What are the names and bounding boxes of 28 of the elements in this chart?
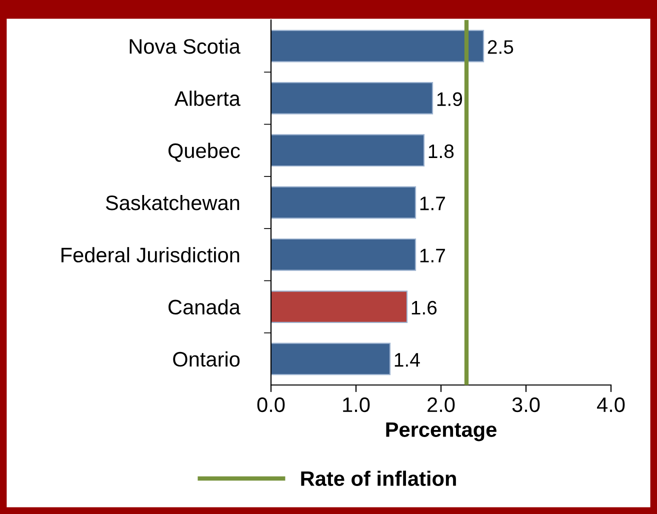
- y-tick-label: Saskatchewan: [106, 194, 240, 210]
- x-tick-label: 4.0: [597, 397, 625, 412]
- data-label: 1.4: [394, 353, 420, 367]
- legend-label: Rate of inflation: [301, 470, 456, 486]
- y-tick-label: Nova Scotia: [130, 38, 240, 54]
- y-tick-label: Quebec: [168, 142, 240, 162]
- y-tick-label: Ontario: [173, 351, 240, 367]
- x-tick-label: 0.0: [257, 397, 285, 412]
- x-tick-label: 2.0: [428, 397, 455, 412]
- data-label: 1.7: [420, 196, 445, 210]
- y-tick-label: Federal Jurisdiction: [62, 247, 240, 262]
- data-label: 1.6: [412, 300, 437, 315]
- bar: [271, 30, 484, 62]
- data-label: 1.8: [428, 144, 454, 158]
- data-label: 2.5: [488, 40, 514, 54]
- bar: [271, 186, 416, 219]
- y-tick-label: Canada: [168, 299, 240, 315]
- x-tick-label: 1.0: [343, 397, 370, 412]
- y-tick-label: Alberta: [174, 90, 240, 106]
- x-axis-title: Percentage: [386, 422, 496, 442]
- bar: [271, 134, 425, 167]
- x-tick-label: 3.0: [512, 397, 540, 412]
- bar: [271, 342, 391, 376]
- data-label: 1.9: [437, 92, 462, 106]
- bar: [271, 238, 416, 271]
- data-label: 1.7: [420, 248, 445, 262]
- bar: [271, 82, 434, 114]
- bar: [271, 290, 408, 323]
